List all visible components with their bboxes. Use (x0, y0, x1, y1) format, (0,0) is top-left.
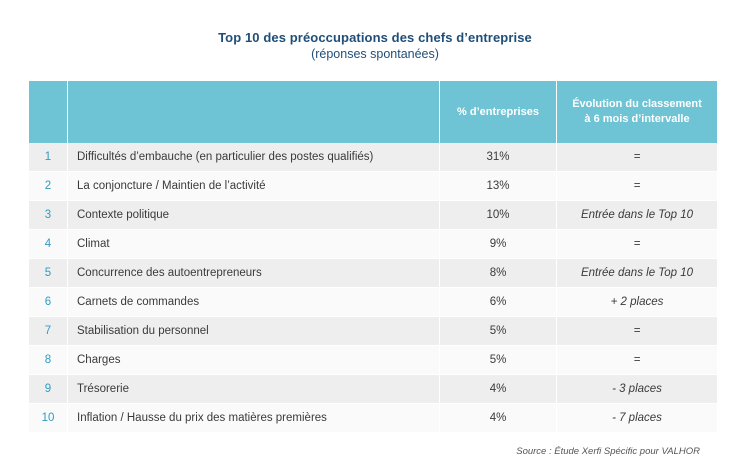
row-rank: 2 (29, 172, 68, 201)
row-rank: 4 (29, 230, 68, 259)
row-label: Trésorerie (68, 375, 440, 404)
table-row: 2 La conjoncture / Maintien de l’activit… (29, 172, 717, 201)
row-percentage: 5% (440, 346, 557, 375)
row-rank: 9 (29, 375, 68, 404)
row-rank: 10 (29, 404, 68, 433)
source-note: Source : Étude Xerfi Spécific pour VALHO… (516, 446, 700, 457)
row-percentage: 13% (440, 172, 557, 201)
row-evolution: + 2 places (557, 288, 717, 317)
table-row: 8 Charges 5% = (29, 346, 717, 375)
row-percentage: 31% (440, 143, 557, 172)
row-evolution: = (557, 172, 717, 201)
row-label: Difficultés d’embauche (en particulier d… (68, 143, 440, 172)
row-percentage: 4% (440, 375, 557, 404)
row-percentage: 9% (440, 230, 557, 259)
header-label (68, 81, 440, 143)
row-label: Contexte politique (68, 201, 440, 230)
row-label: Carnets de commandes (68, 288, 440, 317)
row-label: Charges (68, 346, 440, 375)
header-evolution-line1: Évolution du classement (572, 98, 702, 110)
header-evolution-line2: à 6 mois d’intervalle (584, 113, 690, 125)
header-rank (29, 81, 68, 143)
table-row: 10 Inflation / Hausse du prix des matièr… (29, 404, 717, 433)
row-label: Stabilisation du personnel (68, 317, 440, 346)
row-label: Climat (68, 230, 440, 259)
row-rank: 5 (29, 259, 68, 288)
page-subtitle: (réponses spontanées) (311, 47, 439, 61)
page-title: Top 10 des préoccupations des chefs d’en… (218, 30, 532, 45)
header-percentage: % d’entreprises (440, 81, 557, 143)
row-rank: 1 (29, 143, 68, 172)
table-row: 6 Carnets de commandes 6% + 2 places (29, 288, 717, 317)
row-evolution: Entrée dans le Top 10 (557, 201, 717, 230)
table-header-row: % d’entreprises Évolution du classement … (29, 81, 717, 143)
row-rank: 6 (29, 288, 68, 317)
row-evolution: - 3 places (557, 375, 717, 404)
row-evolution: = (557, 317, 717, 346)
row-evolution: - 7 places (557, 404, 717, 433)
row-rank: 7 (29, 317, 68, 346)
table-row: 4 Climat 9% = (29, 230, 717, 259)
row-percentage: 5% (440, 317, 557, 346)
row-percentage: 8% (440, 259, 557, 288)
row-label: Inflation / Hausse du prix des matières … (68, 404, 440, 433)
row-percentage: 6% (440, 288, 557, 317)
row-evolution: Entrée dans le Top 10 (557, 259, 717, 288)
row-label: Concurrence des autoentrepreneurs (68, 259, 440, 288)
header-evolution: Évolution du classement à 6 mois d’inter… (557, 81, 717, 143)
row-percentage: 4% (440, 404, 557, 433)
table-row: 5 Concurrence des autoentrepreneurs 8% E… (29, 259, 717, 288)
row-percentage: 10% (440, 201, 557, 230)
table-row: 1 Difficultés d’embauche (en particulier… (29, 143, 717, 172)
row-evolution: = (557, 230, 717, 259)
row-rank: 3 (29, 201, 68, 230)
row-rank: 8 (29, 346, 68, 375)
ranking-table: % d’entreprises Évolution du classement … (29, 81, 717, 433)
row-label: La conjoncture / Maintien de l’activité (68, 172, 440, 201)
table-row: 3 Contexte politique 10% Entrée dans le … (29, 201, 717, 230)
table-row: 9 Trésorerie 4% - 3 places (29, 375, 717, 404)
row-evolution: = (557, 143, 717, 172)
row-evolution: = (557, 346, 717, 375)
table-row: 7 Stabilisation du personnel 5% = (29, 317, 717, 346)
